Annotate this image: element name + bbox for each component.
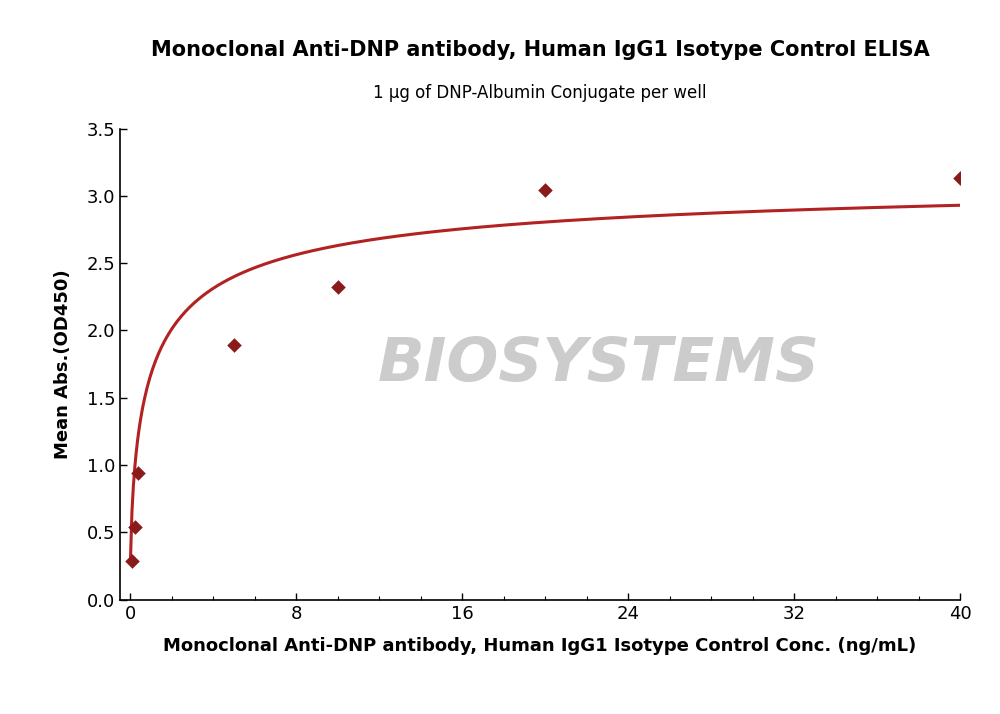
Point <box>330 282 346 293</box>
Text: Monoclonal Anti-DNP antibody, Human IgG1 Isotype Control ELISA: Monoclonal Anti-DNP antibody, Human IgG1… <box>151 40 929 60</box>
Point <box>537 185 553 196</box>
Y-axis label: Mean Abs.(OD450): Mean Abs.(OD450) <box>54 269 72 459</box>
Point <box>130 468 146 479</box>
Point <box>127 521 143 533</box>
Text: BIOSYSTEMS: BIOSYSTEMS <box>378 335 820 393</box>
Text: 1 μg of DNP-Albumin Conjugate per well: 1 μg of DNP-Albumin Conjugate per well <box>373 84 707 102</box>
Point <box>124 555 140 566</box>
X-axis label: Monoclonal Anti-DNP antibody, Human IgG1 Isotype Control Conc. (ng/mL): Monoclonal Anti-DNP antibody, Human IgG1… <box>163 636 917 655</box>
Point <box>952 173 968 184</box>
Point <box>226 340 242 351</box>
